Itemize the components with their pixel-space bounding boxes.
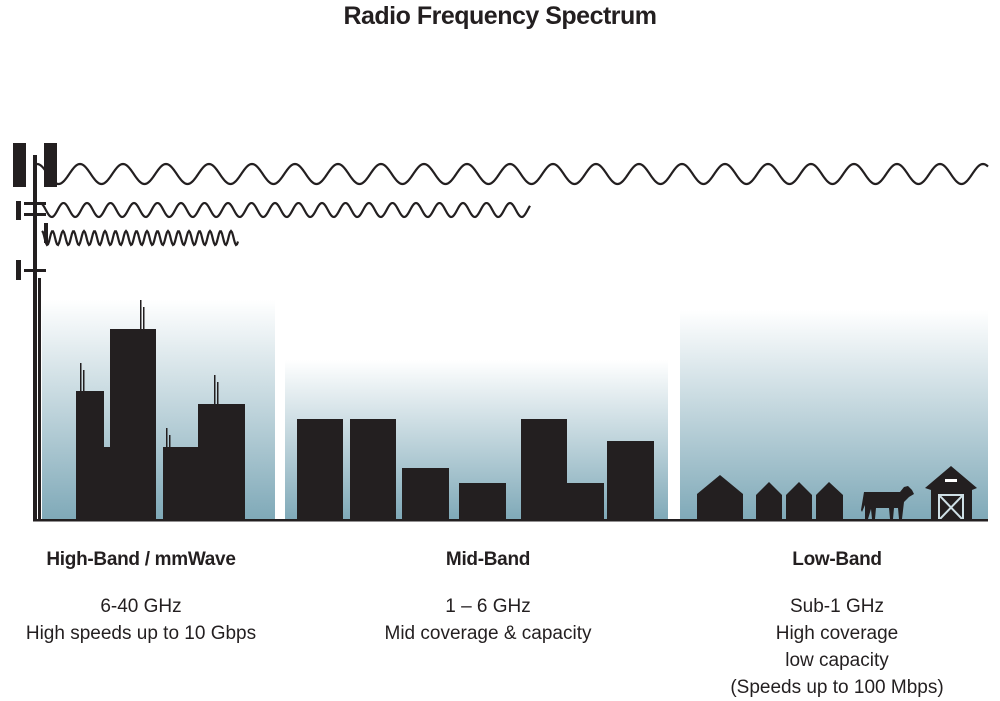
band-name: Mid-Band <box>445 549 531 570</box>
high-band-wave <box>41 229 240 247</box>
band-name: High-Band / mmWave <box>46 549 236 570</box>
band-frequency: 1 – 6 GHz <box>445 596 531 617</box>
band-description: low capacity <box>785 650 889 671</box>
band-description: Mid coverage & capacity <box>384 623 592 644</box>
band-mid: Mid-Band 1 – 6 GHz Mid coverage & capaci… <box>328 549 648 647</box>
band-name: Low-Band <box>792 549 882 570</box>
band-high: High-Band / mmWave 6-40 GHz High speeds … <box>0 549 301 647</box>
cow-icon <box>861 486 914 519</box>
low-band-wave <box>36 162 989 186</box>
city-skyline <box>76 300 245 520</box>
barn-icon <box>925 466 977 521</box>
cell-tower-icon <box>13 143 57 520</box>
houses <box>697 475 843 520</box>
mid-band-wave <box>39 201 531 219</box>
ground-line <box>33 519 988 522</box>
band-description: High speeds up to 10 Gbps <box>25 623 257 644</box>
band-frequency: 6-40 GHz <box>100 596 182 617</box>
waves <box>36 162 989 247</box>
suburb-skyline <box>297 419 654 520</box>
band-description: (Speeds up to 100 Mbps) <box>730 677 944 698</box>
band-description: High coverage <box>775 623 899 644</box>
band-low: Low-Band Sub-1 GHz High coverage low cap… <box>677 549 997 701</box>
page-title: Radio Frequency Spectrum <box>343 2 657 30</box>
band-frequency: Sub-1 GHz <box>790 596 884 617</box>
